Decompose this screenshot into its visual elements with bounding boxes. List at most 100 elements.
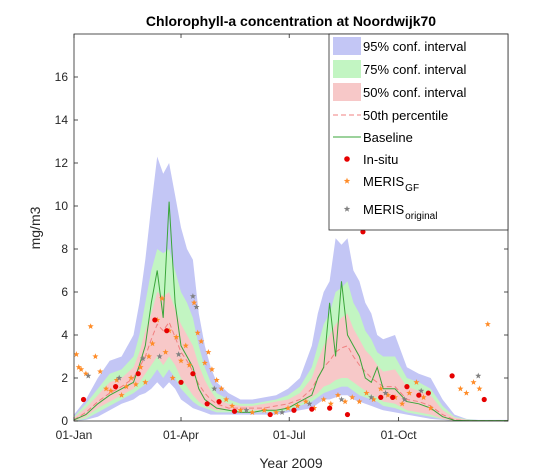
meris-gf-point: [413, 379, 420, 385]
insitu-point: [231, 408, 238, 414]
meris-original-point: [306, 400, 313, 407]
meris-gf-point: [132, 381, 139, 388]
legend-label: Baseline: [363, 130, 413, 145]
insitu-point: [190, 371, 196, 377]
meris-gf-point: [363, 389, 370, 396]
meris-gf-point: [427, 404, 434, 411]
insitu-point: [327, 405, 333, 411]
meris-gf-point: [327, 400, 334, 407]
meris-gf-point: [261, 407, 268, 413]
meris-gf-point: [249, 409, 256, 415]
insitu-point: [204, 401, 210, 407]
legend-label: MERIS: [363, 174, 405, 189]
meris-gf-point: [470, 379, 477, 385]
y-tick-label: 14: [55, 113, 69, 127]
meris-gf-point: [201, 359, 208, 366]
meris-gf-point: [384, 392, 391, 398]
legend-swatch: [333, 60, 361, 78]
legend-swatch: [343, 177, 351, 184]
meris-gf-point: [213, 376, 220, 383]
insitu-point: [378, 394, 384, 400]
meris-gf-point: [118, 392, 125, 398]
insitu-point: [164, 328, 170, 334]
meris-gf-point: [420, 394, 427, 400]
meris-original-point: [401, 396, 408, 403]
legend: 95% conf. interval 75% conf. interval 50% …: [328, 33, 509, 231]
meris-gf-point: [97, 368, 104, 375]
meris-gf-point: [399, 400, 406, 407]
meris-gf-point: [218, 385, 225, 392]
meris-gf-point: [229, 402, 236, 409]
insitu-point: [178, 379, 184, 385]
meris-gf-point: [75, 364, 82, 370]
legend-item-baseline: Baseline: [333, 130, 413, 145]
meris-gf-point: [145, 353, 152, 360]
legend-label: MERIS: [363, 202, 405, 217]
meris-gf-point: [334, 392, 342, 398]
x-tick-label: 01-Apr: [163, 428, 199, 442]
meris-gf-point: [377, 385, 384, 392]
x-axis-label: Year 2009: [259, 455, 323, 471]
insitu-point: [267, 411, 273, 418]
insitu-point: [481, 396, 487, 403]
legend-swatch: [333, 37, 361, 55]
insitu-point: [291, 407, 297, 413]
x-tick-label: 01-Jan: [56, 428, 93, 442]
meris-gf-point: [237, 407, 244, 413]
y-tick-label: 0: [61, 414, 68, 428]
meris-original-point: [175, 351, 182, 357]
meris-original-point: [85, 372, 92, 379]
meris-gf-point: [356, 398, 363, 405]
meris-gf-point: [158, 295, 166, 302]
legend-subscript: original: [405, 211, 437, 222]
insitu-point: [216, 399, 222, 405]
insitu-points: [80, 229, 487, 418]
insitu-point: [404, 384, 410, 390]
data-layer: [74, 156, 508, 421]
insitu-point: [449, 373, 455, 379]
legend-subscript: GF: [405, 183, 419, 194]
meris-gf-point: [169, 374, 176, 381]
axes: 0 2 4 6 8 10 12 14 16 01-Jan 01-Apr 01-Jul 01-Oct: [55, 34, 508, 442]
meris-gf-point: [137, 364, 144, 370]
meris-gf-point: [74, 351, 80, 357]
meris-original-point: [368, 394, 375, 400]
y-tick-label: 8: [61, 242, 68, 256]
meris-gf-point: [78, 366, 85, 372]
legend-item-meris_original: MERIS original: [343, 202, 437, 222]
meris-gf-point: [406, 389, 413, 396]
meris-gf-point: [149, 340, 156, 347]
y-tick-label: 10: [55, 199, 69, 213]
insitu-point: [360, 229, 366, 235]
y-tick-label: 4: [61, 328, 68, 342]
y-tick-label: 12: [55, 156, 69, 170]
meris-gf-point: [87, 323, 94, 329]
legend-swatch: [344, 156, 350, 162]
ci50-band: [74, 292, 508, 421]
meris-original-point: [243, 407, 250, 413]
meris-gf-point: [92, 353, 99, 360]
chart-title: Chlorophyll-a concentration at Noordwijk…: [146, 13, 436, 29]
meris-gf-point: [273, 409, 280, 415]
meris-gf-point: [205, 349, 212, 355]
meris-gf-point: [123, 383, 130, 390]
meris-gf-point: [186, 361, 193, 368]
insitu-point: [425, 390, 431, 396]
y-axis-label: mg/m3: [27, 206, 43, 249]
insitu-point: [113, 384, 119, 390]
legend-item-ci75: 75% conf. interval: [333, 60, 466, 78]
y-tick-label: 2: [61, 371, 68, 385]
insitu-point: [152, 317, 158, 323]
meris-gf-point: [173, 333, 180, 340]
p50-line: [74, 321, 508, 421]
meris-gf-point: [370, 396, 377, 403]
meris-original-point: [382, 389, 389, 396]
meris-gf-point: [82, 370, 89, 377]
meris-original-point: [139, 355, 147, 362]
legend-swatch: [343, 205, 351, 212]
meris-original-point: [475, 372, 482, 379]
meris-original-point: [418, 387, 425, 394]
legend-label: 50% conf. interval: [363, 85, 466, 100]
legend-item-ci50: 50% conf. interval: [333, 83, 466, 101]
